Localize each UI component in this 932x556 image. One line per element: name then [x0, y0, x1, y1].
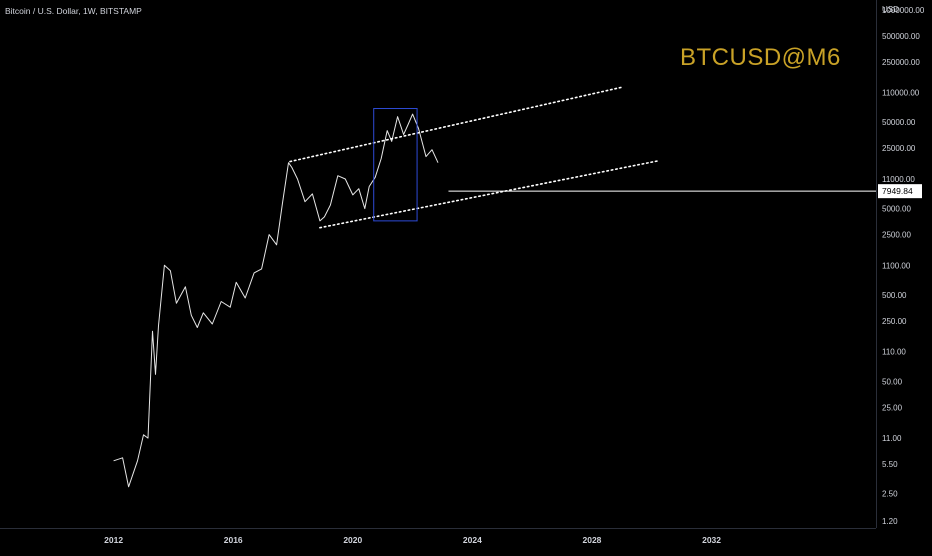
price-series-line	[113, 113, 439, 488]
price-tick-label: 25000.00	[882, 144, 916, 153]
current-price-label: 7949.84	[882, 186, 913, 196]
channel-lower-line	[319, 160, 659, 229]
watermark-text: BTCUSD@M6	[680, 44, 841, 71]
price-axis[interactable]: USD 1000000.00 500000.00 250000.00 110000.0…	[876, 0, 932, 528]
price-tick-label: 110000.00	[882, 89, 920, 98]
price-tick-label: 5.50	[882, 460, 898, 469]
time-tick-label: 2024	[463, 535, 482, 545]
price-tick-label: 25.00	[882, 403, 903, 412]
price-tick-label: 1.20	[882, 517, 898, 526]
chart-area[interactable]: Bitcoin / U.S. Dollar, 1W, BITSTAMP BTCU…	[0, 0, 876, 528]
currency-label: USD	[882, 5, 899, 14]
price-axis-scale: USD 1000000.00 500000.00 250000.00 110000.0…	[878, 5, 925, 526]
price-tick-label: 1100.00	[882, 261, 911, 270]
price-tick-label: 11000.00	[882, 175, 915, 184]
price-tick-label: 250.00	[882, 317, 907, 326]
highlight-box	[373, 108, 418, 222]
symbol-title: Bitcoin / U.S. Dollar, 1W, BITSTAMP	[5, 6, 142, 16]
time-tick-label: 2020	[343, 535, 362, 545]
price-tick-label: 2.50	[882, 490, 898, 499]
chart-plot[interactable]	[0, 0, 876, 528]
current-price-tag: 7949.84	[878, 184, 922, 199]
time-axis[interactable]: 2012 2016 2020 2024 2028 2032	[0, 528, 876, 551]
current-price-tag-bg	[878, 184, 922, 199]
price-tick-label: 110.00	[882, 348, 906, 357]
price-tick-label: 500000.00	[882, 32, 920, 41]
price-tick-label: 11.00	[882, 434, 902, 443]
price-tick-label: 2500.00	[882, 231, 911, 240]
price-tick-label: 1000000.00	[882, 6, 925, 15]
time-tick-label: 2012	[104, 535, 123, 545]
price-tick-label: 50.00	[882, 377, 903, 386]
time-tick-label: 2032	[702, 535, 721, 545]
time-tick-label: 2028	[583, 535, 602, 545]
time-axis-scale: 2012 2016 2020 2024 2028 2032	[104, 535, 721, 545]
price-tick-label: 500.00	[882, 291, 907, 300]
time-tick-label: 2016	[224, 535, 243, 545]
channel-upper-line	[289, 86, 623, 163]
price-tick-label: 5000.00	[882, 205, 911, 214]
price-tick-label: 250000.00	[882, 58, 920, 67]
price-tick-label: 50000.00	[882, 118, 916, 127]
